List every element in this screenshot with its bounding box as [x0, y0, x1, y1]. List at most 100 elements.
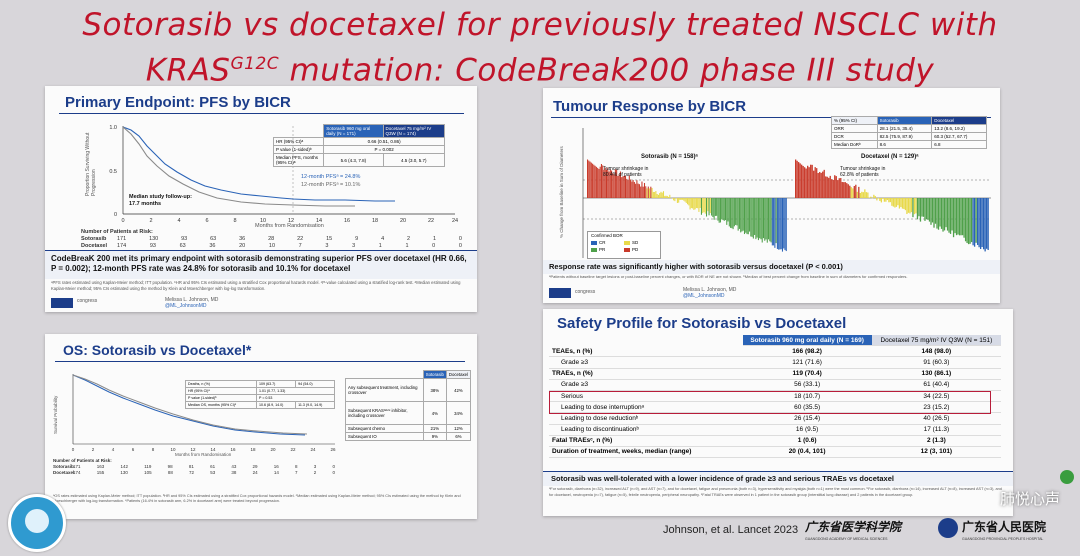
waterfall-bar — [819, 171, 821, 198]
os-xtick: 24 — [310, 447, 316, 452]
waterfall-bar — [889, 198, 892, 203]
waterfall-bar — [831, 179, 833, 198]
waterfall-bar — [730, 198, 732, 228]
os-hr-table: Deaths, n (%) 109 (63.7) 94 (54.0) HR (95%… — [185, 380, 336, 409]
waterfall-bar — [697, 198, 699, 209]
waterfall-bar — [795, 159, 797, 198]
waterfall-bar — [614, 169, 616, 198]
waterfall-bar — [925, 198, 928, 220]
waterfall-bar — [817, 173, 819, 198]
waterfall-bar — [813, 170, 815, 198]
pfs-table-cell: 4.5 (3.0, 5.7) — [382, 153, 446, 167]
os-xtick: 12 — [190, 447, 196, 452]
risk-count: 20 — [239, 243, 246, 249]
safety-highlight-box — [549, 391, 991, 414]
waterfall-bar — [864, 189, 866, 198]
risk-count: 28 — [268, 236, 275, 242]
waterfall-bar — [632, 180, 634, 198]
waterfall-bar — [951, 198, 953, 231]
waterfall-bar — [952, 198, 955, 238]
risk-count: 53 — [210, 470, 216, 475]
safety-row: Grade ≥3 56 (33.1) 61 (40.4) — [549, 379, 1001, 391]
safety-cell: TEAEs, n (%) — [549, 345, 743, 358]
risk-count: 61 — [210, 464, 216, 469]
waterfall-bar — [604, 167, 606, 198]
waterfall-bar — [669, 194, 671, 198]
pfs-table-cell: 0.66 (0.51, 0.86) — [323, 137, 445, 146]
waterfall-bar — [736, 198, 738, 226]
os-table-cell: 10.6 (8.9, 14.0) — [255, 401, 297, 409]
tumour-table-header: Docetaxel — [931, 116, 987, 125]
waterfall-bar — [958, 198, 961, 236]
waterfall-bar — [973, 198, 976, 247]
waterfall-bar — [912, 198, 914, 218]
tumour-sotorasib-shrinkage: Tumour shrinkage in 80.4% of patients — [603, 166, 649, 178]
safety-row: Serious 18 (10.7) 34 (22.5) — [549, 390, 1001, 403]
tumour-table-header: % (95% CI) — [831, 116, 878, 125]
waterfall-bar — [642, 186, 644, 198]
waterfall-bar — [687, 198, 689, 205]
risk-count: 29 — [252, 464, 258, 469]
pfs-xtick: 8 — [233, 218, 236, 224]
waterfall-bar — [957, 198, 959, 235]
tumour-congress: congress — [575, 289, 596, 295]
waterfall-bar — [684, 198, 686, 202]
os-side-cell: 38% — [422, 378, 447, 402]
safety-row: Duration of treatment, weeks, median (ra… — [549, 446, 1001, 459]
tumour-table-header: Sotorasib — [876, 116, 933, 125]
waterfall-bar — [718, 198, 720, 223]
safety-cell: 34 (22.5) — [871, 390, 1001, 403]
waterfall-bar — [850, 187, 852, 198]
waterfall-bar — [909, 198, 911, 214]
waterfall-bar — [770, 198, 772, 243]
risk-count: 22 — [297, 236, 304, 242]
waterfall-bar — [731, 198, 733, 229]
waterfall-bar — [655, 191, 657, 198]
waterfall-bar — [759, 198, 761, 239]
waterfall-bar — [757, 198, 759, 241]
waterfall-bar — [807, 165, 809, 198]
waterfall-bar — [624, 175, 627, 198]
risk-count: 171 — [117, 236, 127, 242]
risk-count: 36 — [209, 243, 216, 249]
waterfall-bar — [628, 175, 630, 198]
waterfall-bar — [721, 198, 723, 220]
risk-count: 1 — [378, 243, 382, 249]
risk-count: 171 — [73, 464, 81, 469]
waterfall-bar — [970, 198, 973, 243]
waterfall-bar — [735, 198, 737, 225]
legend-swatch — [624, 240, 630, 245]
tumour-docetaxel-label: Docetaxel (N = 129)ᵃ — [861, 154, 919, 160]
waterfall-bar — [590, 162, 592, 198]
waterfall-bar — [673, 198, 675, 201]
waterfall-bar — [862, 192, 864, 198]
safety-row: TEAEs, n (%) 166 (98.2) 148 (98.0) — [549, 345, 1001, 358]
safety-cell: 60 (35.5) — [742, 401, 872, 414]
waterfall-bar — [924, 198, 926, 221]
safety-cell: 23 (15.2) — [871, 401, 1001, 414]
pfs-risk-sotorasib-row: 171 130 93 63 36 28 22 15 9 4 2 1 0 — [117, 236, 462, 242]
pfs-table-cell: HR (95% CI)ᵃ — [272, 137, 325, 146]
waterfall-bar — [605, 169, 608, 198]
waterfall-bar — [619, 171, 621, 198]
waterfall-bar — [822, 171, 824, 198]
hospital-name-en: GUANGDONG PROVINCIAL PEOPLE'S HOSPITAL — [962, 537, 1044, 541]
safety-cell: Grade ≥3 — [549, 356, 743, 369]
waterfall-bar — [879, 198, 881, 201]
waterfall-bar — [916, 198, 919, 220]
waterfall-bar — [870, 196, 872, 198]
title-mutation: G12C — [230, 54, 280, 74]
pfs-legend-sotorasib: Sotorasib 960 mg oral daily (N = 171) — [323, 124, 384, 138]
waterfall-bar — [745, 198, 747, 233]
waterfall-bar — [740, 198, 742, 233]
pfs-xtick: 12 — [288, 218, 294, 224]
waterfall-bar — [979, 198, 982, 250]
waterfall-bar — [741, 198, 743, 232]
citation: Johnson, et al. Lancet 2023 — [663, 524, 799, 536]
tumour-table-cell: DCR — [831, 132, 878, 141]
waterfall-bar — [927, 198, 929, 220]
os-docetaxel-curve — [72, 374, 308, 435]
waterfall-bar — [700, 198, 702, 215]
waterfall-bar — [856, 191, 858, 198]
waterfall-bar — [671, 198, 673, 199]
